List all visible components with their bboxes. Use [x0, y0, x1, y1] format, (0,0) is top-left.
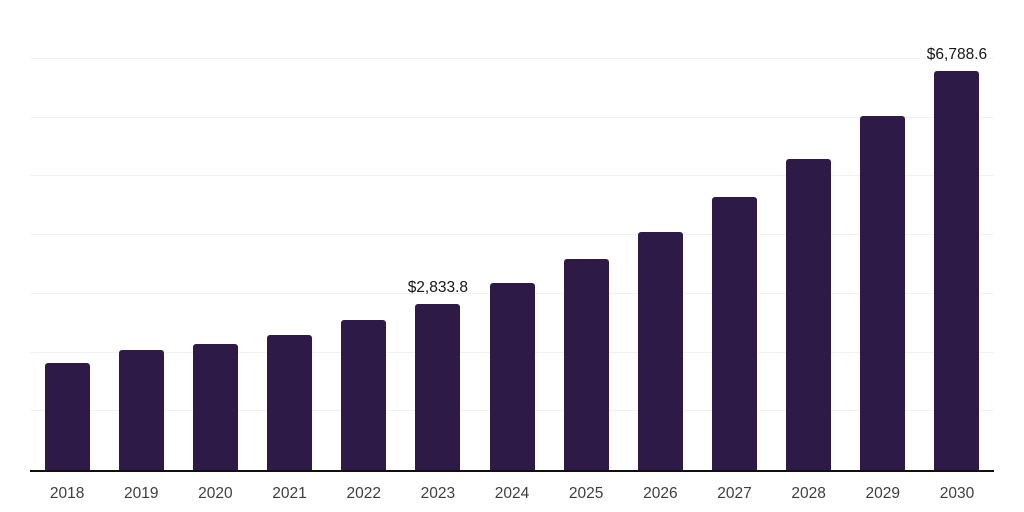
x-axis-labels: 2018 2019 2020 2021 2022 2023 2024 2025 2026 2027… [30, 472, 994, 503]
x-tick-label-2021: 2021 [272, 485, 307, 502]
bar-2023[interactable]: $2,833.8 [408, 279, 468, 470]
x-tick-label-2029: 2029 [865, 485, 901, 502]
bar-2025[interactable] [563, 259, 609, 470]
x-tick-label-2018: 2018 [49, 485, 85, 502]
x-tick-label-2028: 2028 [791, 485, 826, 502]
x-tick-label-2022: 2022 [346, 485, 381, 502]
data-label-2030: $6,788.6 [926, 46, 988, 64]
bar-slot [252, 0, 326, 470]
bar-slot [623, 0, 697, 470]
x-tick-label-2024: 2024 [494, 485, 530, 502]
bar-slot [104, 0, 178, 470]
bar-slot: $2,833.8 [401, 0, 475, 470]
x-tick-label-2026: 2026 [643, 485, 678, 502]
bar-slot: $6,788.6 [920, 0, 994, 470]
bar-slot [846, 0, 920, 470]
bar-2027[interactable] [711, 196, 757, 470]
bar-2022[interactable] [341, 319, 387, 470]
bar-2029[interactable] [860, 116, 906, 470]
gridline [30, 57, 994, 59]
bar-2019[interactable] [118, 350, 164, 470]
bars-container: $2,833.8 $6,788.6 [30, 0, 994, 470]
bar-2021[interactable] [267, 334, 313, 470]
bar-slot [178, 0, 252, 470]
gridline [30, 116, 994, 118]
x-tick-label-2023: 2023 [420, 485, 456, 502]
bar-2030[interactable]: $6,788.6 [927, 46, 987, 470]
bar-2026[interactable] [637, 231, 683, 470]
bar-slot [475, 0, 549, 470]
data-label-2023: $2,833.8 [407, 278, 469, 296]
bar-slot [327, 0, 401, 470]
bar-slot [697, 0, 771, 470]
x-tick-label-2030: 2030 [939, 485, 975, 502]
plot-area: $2,833.8 $6,788.6 [30, 0, 994, 472]
bar-slot [772, 0, 846, 470]
gridline [30, 234, 994, 235]
bar-2024[interactable] [489, 282, 535, 470]
x-tick-label-2020: 2020 [198, 485, 233, 502]
bar-2020[interactable] [192, 344, 238, 470]
x-tick-label-2027: 2027 [717, 485, 752, 502]
bar-slot [549, 0, 623, 470]
bar-2028[interactable] [786, 159, 832, 470]
bar-slot [30, 0, 104, 470]
x-tick-label-2019: 2019 [123, 485, 159, 502]
bar-2018[interactable] [44, 362, 90, 470]
x-tick-label-2025: 2025 [568, 485, 604, 502]
gridline [30, 175, 994, 177]
